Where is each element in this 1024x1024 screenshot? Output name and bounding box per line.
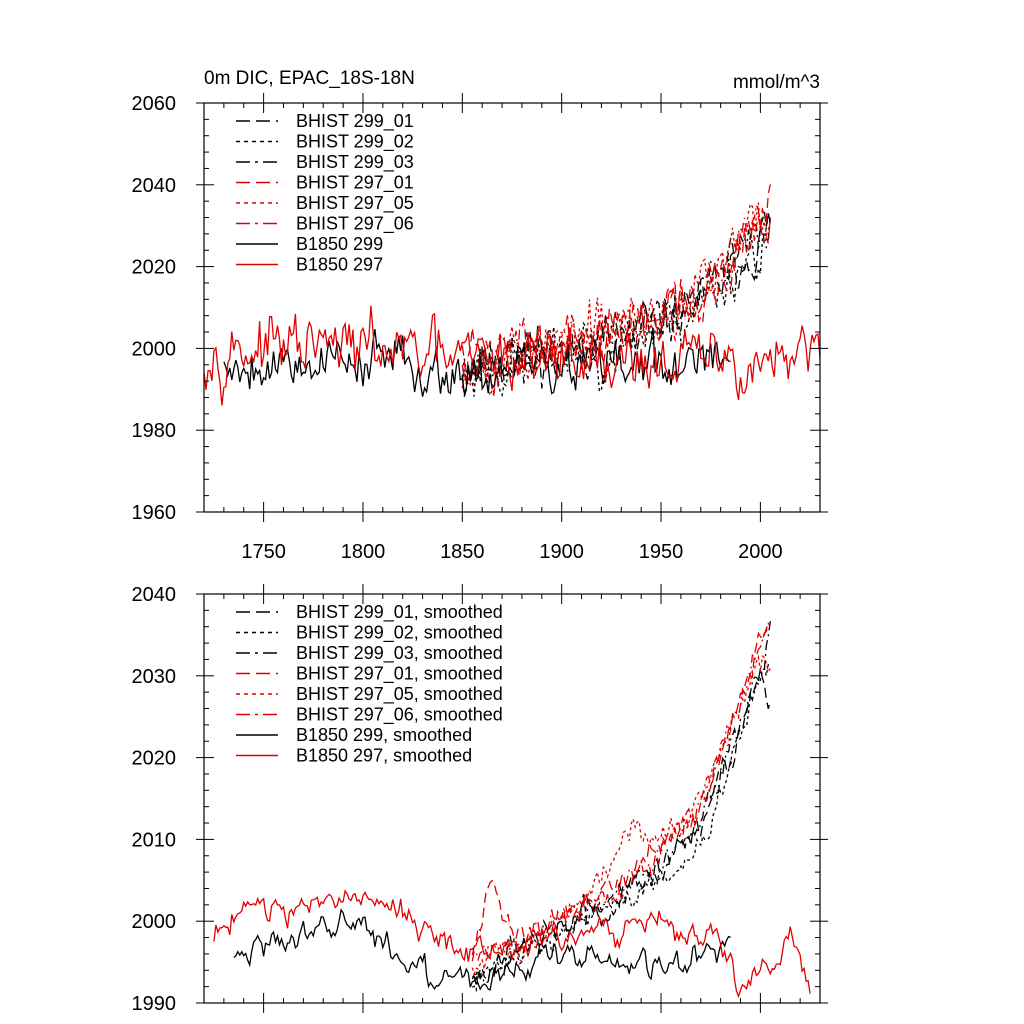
plot-frame (203, 593, 821, 1004)
y-tick-label: 2010 (132, 829, 177, 851)
y-tick-label: 2020 (132, 748, 177, 770)
legend-label: B1850 299 (296, 234, 383, 254)
legend-label: B1850 297 (296, 255, 383, 275)
y-tick-label: 2020 (132, 257, 177, 279)
y-tick-label: 2030 (132, 666, 177, 688)
legend-label: BHIST 297_01, smoothed (296, 664, 503, 685)
chart-units: mmol/m^3 (733, 72, 820, 93)
legend-label: BHIST 299_01 (296, 111, 414, 132)
top-panel: 1750 1800 1850 1900 1950 2000 1960 1980 2000 2020… (132, 93, 828, 563)
legend-label: BHIST 299_01, smoothed (296, 602, 503, 623)
x-tick-label: 1900 (539, 541, 584, 563)
y-tick-label: 1960 (132, 502, 177, 524)
y-tick-label: 2000 (132, 338, 177, 360)
legend-label: BHIST 297_06, smoothed (296, 705, 503, 726)
chart-title: 0m DIC, EPAC_18S-18N (204, 68, 415, 89)
series-line-1-2 (472, 621, 771, 985)
series-line-1-4 (471, 654, 771, 977)
legend-label: BHIST 297_01 (296, 173, 414, 194)
series-line-1-5 (471, 623, 771, 962)
x-tick-label: 1950 (639, 541, 684, 563)
legend-label: BHIST 297_05, smoothed (296, 684, 503, 705)
y-tick-label: 2040 (132, 175, 177, 197)
legend-label: B1850 297, smoothed (296, 746, 472, 766)
x-tick-label: 2000 (738, 541, 783, 563)
legend-label: BHIST 299_02, smoothed (296, 623, 503, 644)
y-tick-label: 2060 (132, 93, 177, 115)
series-line-1-7 (213, 889, 811, 999)
x-tick-label: 1850 (440, 541, 485, 563)
bottom-panel: 1990 2000 2010 2020 2030 2040 BHIST 299_01, sm… (132, 584, 828, 1015)
y-tick-label: 2040 (132, 584, 177, 606)
plot-frame (203, 102, 821, 513)
y-tick-label: 1990 (132, 993, 177, 1015)
y-tick-label: 2000 (132, 911, 177, 933)
legend-label: BHIST 297_06 (296, 214, 414, 235)
x-tick-label: 1800 (341, 541, 386, 563)
series-line-0-7 (204, 305, 820, 406)
legend-label: BHIST 299_03, smoothed (296, 643, 503, 664)
legend-label: BHIST 297_05 (296, 193, 414, 214)
legend-label: BHIST 299_03 (296, 152, 414, 173)
series-line-1-6 (233, 908, 731, 991)
legend-label: BHIST 299_02 (296, 132, 414, 153)
x-tick-label: 1750 (241, 541, 286, 563)
y-tick-label: 1980 (132, 420, 177, 442)
legend-label: B1850 299, smoothed (296, 725, 472, 745)
series-line-1-3 (471, 622, 771, 956)
series-line-0-5 (461, 202, 771, 394)
